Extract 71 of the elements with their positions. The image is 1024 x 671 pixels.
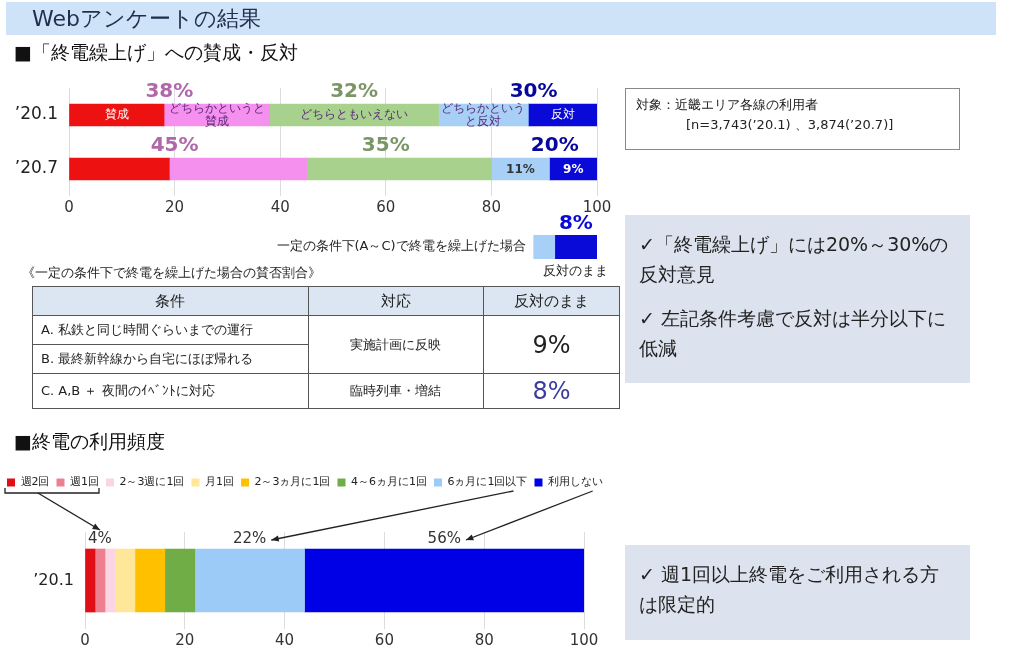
annotation: 20% bbox=[530, 132, 579, 157]
text: 対象：近畿エリア各線の利用者 bbox=[636, 96, 819, 114]
bar bbox=[168, 157, 307, 181]
y-tick-label: ’20.1 bbox=[14, 103, 58, 124]
bar bbox=[94, 548, 106, 613]
text: 4% bbox=[88, 529, 112, 548]
series-label: 賛成 bbox=[104, 107, 129, 122]
bar bbox=[85, 548, 96, 613]
legend-label: 週1回 bbox=[70, 475, 99, 489]
x-tick-label: 0 bbox=[64, 197, 74, 216]
text: 条件 bbox=[32, 286, 309, 316]
data-label: 9% bbox=[563, 162, 584, 177]
text: 8% bbox=[483, 373, 620, 409]
legend-label: 4～6ヵ月に1回 bbox=[350, 475, 427, 489]
x-tick-label: 40 bbox=[270, 197, 290, 216]
bar bbox=[306, 157, 492, 181]
x-tick-label: 60 bbox=[376, 197, 396, 216]
text: 臨時列車・増結 bbox=[308, 373, 484, 409]
bar bbox=[194, 548, 305, 613]
x-tick-label: 40 bbox=[275, 630, 295, 649]
x-tick-label: 100 bbox=[582, 197, 612, 216]
series-label: どちらかというと反対 bbox=[441, 100, 526, 128]
text: 《一定の条件下で終電を繰上げた場合の賛否割合》 bbox=[22, 264, 321, 282]
series-label: どちらかというと賛成 bbox=[168, 100, 265, 128]
y-tick-label: ’20.7 bbox=[14, 157, 58, 178]
bar bbox=[164, 548, 196, 613]
text: A. 私鉄と同じ時間ぐらいまでの運行 bbox=[32, 315, 309, 345]
legend-label: 月1回 bbox=[204, 475, 234, 489]
annotation: 35% bbox=[361, 132, 410, 157]
chart-subtitle: ■「終電繰上げ」への賛成・反対 bbox=[14, 40, 298, 65]
bar bbox=[114, 548, 136, 613]
x-tick-label: 20 bbox=[165, 197, 185, 216]
annotation: 30% bbox=[509, 78, 558, 103]
text: ✓ 左記条件考慮で反対は半分以下に低減 bbox=[639, 306, 947, 361]
text: 実施計画に反映 bbox=[308, 315, 484, 374]
bar bbox=[104, 548, 116, 613]
bar bbox=[304, 548, 584, 613]
text: B. 最終新幹線から自宅にほぼ帰れる bbox=[32, 344, 309, 374]
bar bbox=[134, 548, 166, 613]
legend-label: 利用しない bbox=[547, 475, 603, 489]
annotation: 32% bbox=[330, 78, 379, 103]
text: 対応 bbox=[308, 286, 484, 316]
bar bbox=[69, 157, 170, 181]
text: 56% bbox=[427, 529, 461, 548]
data-label: 11% bbox=[506, 162, 535, 177]
legend-label: 6ヵ月に1回以下 bbox=[447, 475, 528, 489]
series-label: どちらともいえない bbox=[300, 107, 409, 122]
text: ✓「終電繰上げ」には20%～30%の反対意見 bbox=[639, 232, 950, 287]
annotation: 45% bbox=[150, 132, 199, 157]
x-tick-label: 20 bbox=[175, 630, 195, 649]
y-tick-label: 一定の条件下(A～C)で終電を繰上げた場合 bbox=[276, 238, 526, 254]
chart-title: ■終電の利用頻度 bbox=[14, 429, 165, 454]
legend-label: 2～3週に1回 bbox=[119, 475, 185, 489]
x-tick-label: 0 bbox=[80, 630, 90, 649]
x-tick-label: 60 bbox=[374, 630, 394, 649]
series-label: 反対のまま bbox=[543, 262, 609, 278]
text: 22% bbox=[233, 529, 267, 548]
x-tick-label: 100 bbox=[569, 630, 599, 649]
text: [n=3,743(’20.1) 、3,874(’20.7)] bbox=[685, 116, 895, 134]
annotation: 38% bbox=[145, 78, 194, 103]
text: C. A,B ＋ 夜間のｲﾍﾞﾝﾄに対応 bbox=[32, 373, 309, 409]
chart-title: Webアンケートの結果 bbox=[6, 2, 996, 35]
text: 反対のまま bbox=[483, 286, 620, 316]
legend-label: 2～3ヵ月に1回 bbox=[254, 475, 331, 489]
x-tick-label: 80 bbox=[474, 630, 494, 649]
series-label: 反対 bbox=[550, 107, 575, 122]
legend-label: 週2回 bbox=[20, 475, 50, 489]
y-tick-label: ’20.1 bbox=[33, 569, 74, 589]
text: ✓ 週1回以上終電をご利用される方は限定的 bbox=[639, 562, 941, 617]
x-tick-label: 80 bbox=[481, 197, 501, 216]
text: 9% bbox=[483, 315, 620, 374]
